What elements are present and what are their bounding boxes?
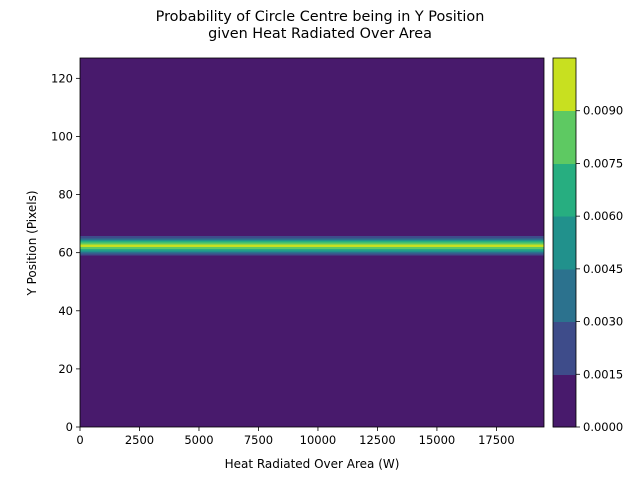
colorbar-segment xyxy=(553,268,576,323)
y-tick-label: 100 xyxy=(51,129,73,143)
plot-area xyxy=(79,57,545,428)
x-axis-label: Heat Radiated Over Area (W) xyxy=(225,457,400,471)
colorbar-tick-label: 0.0030 xyxy=(583,315,623,329)
y-tick-label: 80 xyxy=(58,188,73,202)
x-tick-label: 7500 xyxy=(244,433,273,447)
colorbar-frame xyxy=(552,57,577,428)
x-tick-label: 2500 xyxy=(125,433,154,447)
y-tick-label: 20 xyxy=(58,362,73,376)
x-tick-label: 17500 xyxy=(478,433,515,447)
y-tick-label: 60 xyxy=(58,246,73,260)
y-tick-label: 0 xyxy=(66,420,73,434)
x-tick-label: 15000 xyxy=(419,433,456,447)
y-axis: 0 20 40 60 80 100 120 xyxy=(51,71,80,434)
heatmap-band-cell xyxy=(80,235,544,237)
colorbar-segment xyxy=(553,58,576,112)
x-tick-label: 10000 xyxy=(300,433,337,447)
chart-title-line-2: given Heat Radiated Over Area xyxy=(208,26,432,42)
colorbar-tick-label: 0.0045 xyxy=(583,262,623,276)
colorbar-segment xyxy=(553,321,576,375)
plot-frame xyxy=(79,57,545,428)
colorbar-segment xyxy=(553,216,576,270)
x-tick-label: 0 xyxy=(76,433,83,447)
colorbar: 0.0000 0.0015 0.0030 0.0045 0.0060 0.0075 0.00… xyxy=(552,57,623,434)
colorbar-tick-label: 0.0075 xyxy=(583,156,623,170)
colorbar-tick-label: 0.0060 xyxy=(583,209,623,223)
y-tick-label: 40 xyxy=(58,304,73,318)
y-tick-label: 120 xyxy=(51,71,73,85)
colorbar-tick-label: 0.0015 xyxy=(583,367,623,381)
x-tick-label: 12500 xyxy=(359,433,396,447)
y-axis-label: Y Position (Pixels) xyxy=(25,190,39,296)
chart-title-line-1: Probability of Circle Centre being in Y … xyxy=(156,9,485,25)
x-tick-label: 5000 xyxy=(184,433,213,447)
colorbar-tick-label: 0.0090 xyxy=(583,104,623,118)
colorbar-segment xyxy=(553,374,576,428)
x-axis: 0 2500 5000 7500 10000 12500 15000 17500 xyxy=(76,427,515,447)
colorbar-segment xyxy=(553,163,576,217)
colorbar-tick-label: 0.0000 xyxy=(583,420,623,434)
colorbar-segment xyxy=(553,110,576,164)
